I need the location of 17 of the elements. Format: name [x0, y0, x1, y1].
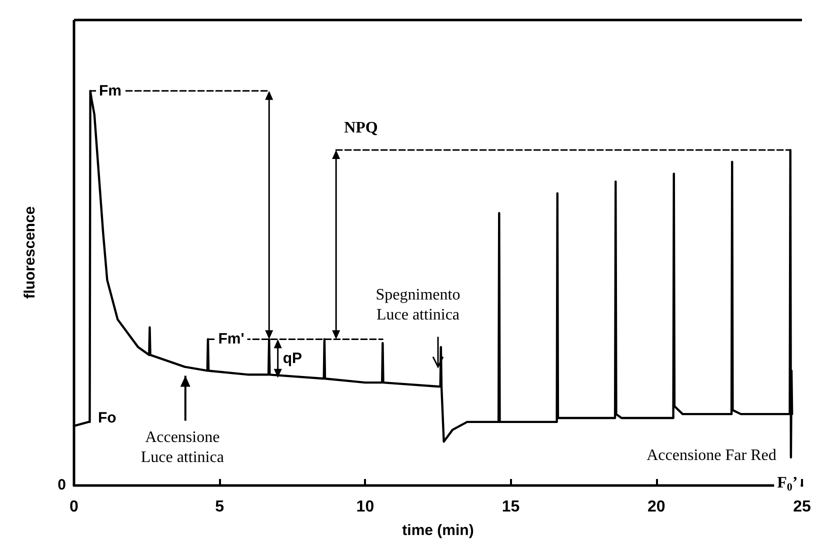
x-tick-label: 0: [70, 498, 79, 516]
x-tick-label: 5: [215, 498, 224, 516]
annotation: Fm: [99, 82, 122, 100]
annotation: Accensione Far Red: [646, 446, 776, 464]
annotation: NPQ: [344, 120, 378, 137]
y-axis-title: fluorescence: [22, 206, 38, 299]
annotation: qP: [282, 350, 302, 368]
annotation: Fm': [218, 330, 244, 348]
text: 0: [58, 476, 66, 494]
annotation: Spegnimento Luce attinica: [376, 286, 460, 324]
x-tick-label: 15: [502, 498, 520, 516]
annotation: Fo: [98, 409, 116, 426]
x-axis-title: time (min): [402, 522, 474, 539]
annotation: Accensione Luce attinica: [140, 429, 224, 466]
x-tick-label: 25: [793, 498, 811, 516]
x-tick-label: 10: [356, 498, 374, 516]
x-tick-label: 20: [648, 498, 666, 516]
